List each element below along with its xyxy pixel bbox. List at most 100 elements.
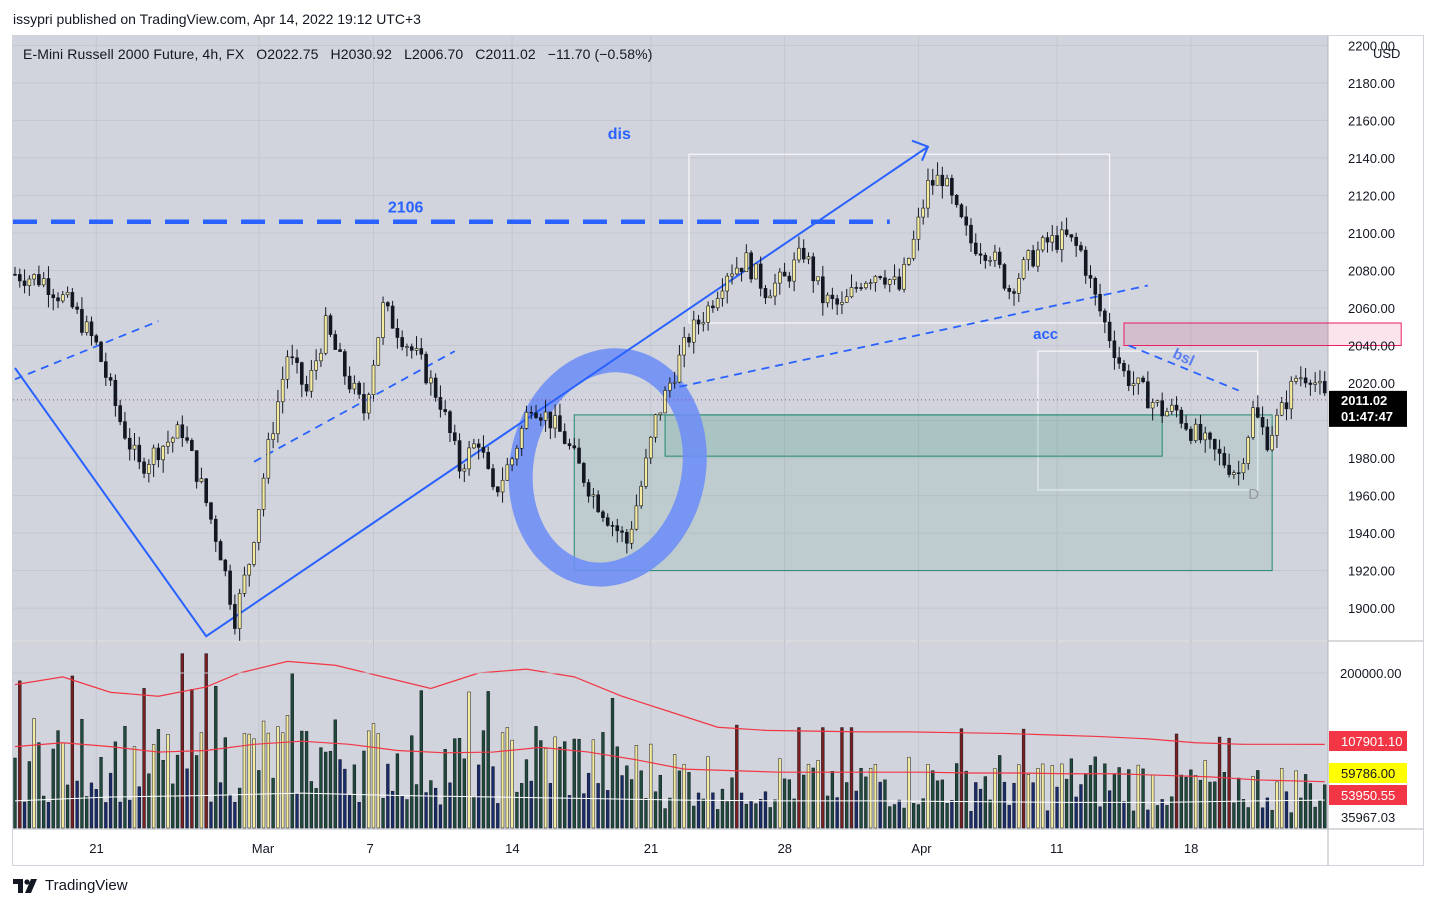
candle-body[interactable] [280, 378, 285, 403]
candle-body[interactable] [821, 276, 825, 304]
candle-body[interactable] [99, 341, 103, 362]
volume-bar[interactable] [94, 789, 98, 829]
candle-body[interactable] [1289, 381, 1294, 410]
candle-body[interactable] [524, 411, 529, 429]
candle-body[interactable] [1227, 464, 1231, 475]
volume-bar[interactable] [123, 726, 127, 829]
volume-bar[interactable] [811, 767, 815, 829]
volume-bar[interactable] [1093, 756, 1097, 829]
candle-body[interactable] [844, 296, 849, 303]
volume-bar[interactable] [1122, 801, 1126, 829]
volume-bar[interactable] [582, 793, 586, 829]
volume-bar[interactable] [1021, 728, 1026, 829]
candle-body[interactable] [1146, 381, 1150, 409]
volume-bar[interactable] [185, 768, 189, 829]
candle-body[interactable] [228, 570, 232, 605]
candle-body[interactable] [1222, 453, 1227, 466]
candle-body[interactable] [491, 468, 495, 488]
candle-body[interactable] [720, 290, 725, 299]
volume-bar[interactable] [629, 779, 634, 829]
volume-bar[interactable] [395, 753, 400, 829]
candle-body[interactable] [973, 242, 978, 255]
candle-body[interactable] [276, 401, 280, 435]
candle-body[interactable] [1064, 229, 1069, 235]
candle-body[interactable] [682, 337, 687, 356]
candle-body[interactable] [883, 277, 887, 285]
volume-bar[interactable] [931, 770, 935, 829]
candle-body[interactable] [864, 283, 868, 289]
volume-bar[interactable] [252, 738, 256, 829]
candle-body[interactable] [156, 447, 161, 461]
volume-bar[interactable] [257, 770, 261, 829]
volume-bar[interactable] [51, 748, 55, 829]
candle-body[interactable] [907, 258, 911, 265]
candle-body[interactable] [1040, 237, 1045, 251]
volume-bar[interactable] [118, 801, 122, 829]
candle-body[interactable] [395, 327, 400, 338]
candle-body[interactable] [448, 411, 452, 433]
volume-bar[interactable] [410, 735, 414, 829]
candle-body[interactable] [1122, 363, 1126, 372]
volume-bar[interactable] [768, 807, 772, 829]
candle-body[interactable] [983, 254, 988, 261]
candle-body[interactable] [362, 394, 366, 414]
volume-bar[interactable] [1155, 805, 1160, 829]
volume-bar[interactable] [1280, 767, 1284, 829]
candle-body[interactable] [1275, 414, 1279, 436]
volume-bar[interactable] [1270, 809, 1274, 829]
volume-bar[interactable] [1275, 781, 1279, 829]
candle-body[interactable] [782, 271, 787, 277]
volume-bar[interactable] [190, 689, 194, 829]
volume-bar[interactable] [1117, 767, 1121, 829]
volume-bar[interactable] [367, 730, 371, 829]
volume-bar[interactable] [1098, 806, 1102, 829]
volume-bar[interactable] [596, 783, 600, 829]
candle-body[interactable] [1284, 402, 1289, 410]
volume-bar[interactable] [1251, 776, 1255, 829]
candle-body[interactable] [916, 216, 921, 240]
candle-body[interactable] [352, 382, 357, 390]
volume-bar[interactable] [792, 798, 796, 829]
volume-bar[interactable] [175, 754, 180, 829]
volume-bar[interactable] [672, 754, 677, 829]
inner-demand-box[interactable] [664, 414, 1163, 457]
volume-bar[interactable] [381, 797, 385, 829]
volume-bar[interactable] [663, 808, 667, 829]
volume-bar[interactable] [1294, 770, 1298, 829]
candle-body[interactable] [849, 287, 854, 298]
candle-body[interactable] [787, 275, 792, 282]
volume-bar[interactable] [539, 740, 543, 829]
candle-body[interactable] [519, 428, 524, 449]
volume-bar[interactable] [849, 727, 854, 829]
volume-bar[interactable] [386, 763, 390, 829]
volume-bar[interactable] [1064, 778, 1069, 829]
candle-body[interactable] [481, 447, 486, 453]
candle-body[interactable] [443, 409, 448, 412]
volume-bar[interactable] [1227, 737, 1231, 829]
candle-body[interactable] [409, 346, 414, 351]
volume-bar[interactable] [1160, 799, 1164, 829]
candle-body[interactable] [878, 276, 882, 279]
candle-body[interactable] [271, 433, 275, 440]
volume-bar[interactable] [668, 797, 672, 829]
candle-body[interactable] [347, 375, 352, 390]
volume-bar[interactable] [261, 720, 266, 829]
candle-body[interactable] [223, 559, 228, 572]
volume-bar[interactable] [343, 768, 347, 829]
volume-bar[interactable] [1170, 796, 1174, 829]
trend-v-line[interactable] [14, 145, 929, 638]
volume-bar[interactable] [362, 750, 366, 829]
volume-bar[interactable] [725, 801, 729, 829]
volume-bar[interactable] [419, 690, 423, 829]
candle-body[interactable] [290, 356, 295, 359]
candle-body[interactable] [1002, 264, 1007, 289]
volume-bar[interactable] [983, 776, 987, 829]
volume-bar[interactable] [1045, 810, 1050, 829]
candle-body[interactable] [1136, 377, 1141, 384]
candle-body[interactable] [1031, 250, 1035, 267]
candle-body[interactable] [629, 528, 634, 544]
volume-bar[interactable] [99, 757, 103, 829]
volume-bar[interactable] [897, 799, 901, 829]
volume-bar[interactable] [945, 803, 949, 829]
volume-bar[interactable] [739, 792, 744, 829]
